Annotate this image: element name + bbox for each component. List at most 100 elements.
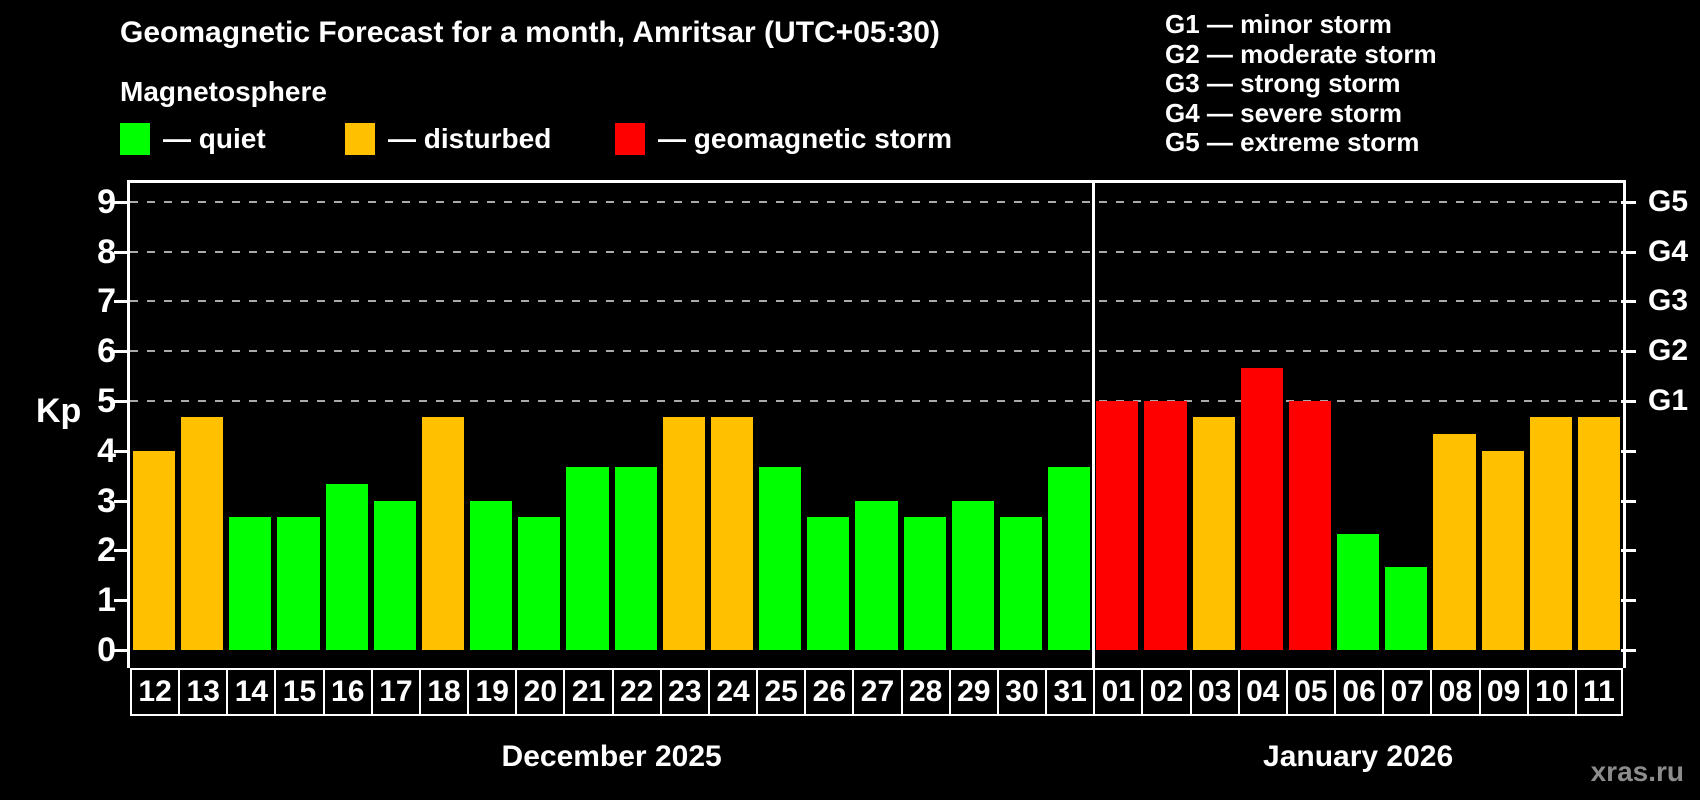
kp-bar-day-15: [277, 517, 320, 650]
day-label-cell: 16: [322, 668, 373, 716]
day-label-cell: 19: [467, 668, 518, 716]
y-axis-tick-right-2: [1621, 549, 1636, 553]
y-axis-tick-left-5: [114, 400, 129, 403]
right-axis-g-label-G3: G3: [1648, 284, 1689, 318]
day-label-cell: 26: [804, 668, 855, 716]
month-label-december: December 2025: [501, 740, 722, 773]
day-label-cell: 10: [1526, 668, 1577, 716]
right-axis-g-label-G2: G2: [1648, 334, 1689, 368]
plot-frame: [127, 180, 1626, 668]
day-label-cell: 28: [900, 668, 951, 716]
legend-item-disturbed: — disturbed: [345, 122, 551, 156]
g-legend-item-g1: G1 — minor storm: [1165, 9, 1392, 39]
kp-bar-day-24: [710, 417, 754, 650]
kp-bar-day-16: [325, 484, 368, 650]
day-label-cell: 25: [756, 668, 807, 716]
day-label-cell: 22: [611, 668, 662, 716]
day-label-cell: 13: [178, 668, 229, 716]
kp-bar-day-13: [181, 417, 224, 650]
y-axis-tick-left-9: [114, 200, 129, 204]
kp-bar-day-17: [373, 500, 416, 650]
day-label-cell: 02: [1141, 668, 1192, 716]
y-axis-tick-right-5: [1621, 400, 1636, 403]
y-axis-title: Kp: [36, 392, 82, 430]
y-axis-tick-label-0: 0: [97, 631, 116, 669]
kp-bar-day-28: [903, 517, 946, 650]
day-label-cell: 20: [515, 668, 566, 716]
y-axis-tick-label-4: 4: [97, 431, 116, 470]
kp-bar-day-22: [614, 467, 657, 650]
magnetosphere-label: Magnetosphere: [120, 76, 327, 107]
legend-item-quiet: — quiet: [120, 122, 266, 156]
kp-bar-day-30: [999, 517, 1043, 650]
day-label-cell: 11: [1574, 668, 1623, 716]
kp-bar-day-21: [566, 467, 609, 650]
month-label-january: January 2026: [1263, 740, 1454, 773]
kp-bar-day-23: [662, 417, 705, 650]
y-axis-tick-label-7: 7: [97, 282, 116, 321]
legend-disturbed-label: — disturbed: [388, 123, 552, 154]
legend-quiet-label: — quiet: [163, 123, 266, 154]
day-label-cell: 04: [1237, 668, 1288, 716]
day-label-cell: 17: [370, 668, 421, 716]
day-label-cell: 27: [852, 668, 903, 716]
gridline-kp-5: [130, 400, 1623, 402]
y-axis-tick-left-2: [114, 549, 129, 553]
y-axis-tick-left-6: [114, 350, 129, 354]
right-axis-g-label-G1: G1: [1648, 384, 1689, 417]
day-label-cell: 30: [996, 668, 1048, 716]
day-label-cell: 09: [1478, 668, 1529, 716]
kp-bar-day-29: [951, 500, 994, 650]
day-label-cell: 07: [1382, 668, 1433, 716]
quiet-color-swatch-icon: [120, 123, 150, 155]
kp-bar-day-05: [1288, 401, 1332, 650]
kp-bar-day-18: [421, 417, 465, 650]
y-axis-tick-left-3: [114, 499, 129, 503]
y-axis-tick-label-5: 5: [97, 382, 116, 420]
kp-bar-day-10: [1529, 417, 1572, 650]
y-axis-tick-right-0: [1621, 649, 1636, 652]
day-label-cell: 15: [274, 668, 325, 716]
y-axis-tick-right-1: [1621, 599, 1636, 603]
month-divider-line: [1091, 183, 1095, 668]
day-label-cell: 08: [1430, 668, 1481, 716]
kp-bar-day-12: [133, 450, 176, 650]
kp-bar-day-31: [1048, 467, 1091, 650]
kp-bar-day-09: [1481, 450, 1524, 650]
plot-area: [130, 183, 1623, 668]
day-label-cell: 05: [1285, 668, 1337, 716]
kp-bar-day-08: [1433, 434, 1476, 650]
y-axis-tick-left-1: [114, 599, 129, 603]
storm-color-swatch-icon: [615, 123, 645, 155]
y-axis-tick-right-7: [1621, 300, 1636, 304]
legend-item-storm: — geomagnetic storm: [615, 122, 952, 156]
y-axis-tick-right-4: [1621, 449, 1636, 453]
chart-title: Geomagnetic Forecast for a month, Amrits…: [120, 16, 940, 49]
g-legend-item-g4: G4 — severe storm: [1165, 97, 1403, 128]
g-legend-item-g2: G2 — moderate storm: [1165, 38, 1437, 69]
kp-bar-day-19: [470, 500, 513, 650]
gridline-kp-9: [130, 200, 1623, 203]
gridline-kp-6: [130, 350, 1623, 353]
kp-bar-day-27: [855, 500, 898, 650]
y-axis-tick-label-1: 1: [97, 581, 116, 620]
y-axis-tick-right-8: [1621, 250, 1636, 254]
day-label-cell: 12: [130, 668, 181, 716]
watermark: xras.ru: [1590, 756, 1684, 787]
y-axis-tick-label-2: 2: [97, 531, 116, 570]
y-axis-tick-left-0: [114, 649, 129, 652]
day-label-cell: 03: [1189, 668, 1240, 716]
y-axis-tick-left-7: [114, 300, 129, 304]
kp-bar-day-25: [759, 467, 802, 650]
day-label-cell: 14: [226, 668, 277, 716]
kp-bar-day-01: [1096, 401, 1139, 650]
g-legend-item-g5: G5 — extreme storm: [1165, 127, 1420, 158]
kp-bar-day-02: [1144, 401, 1187, 650]
g-scale-legend: G1 — minor storm G2 — moderate storm G3 …: [1165, 9, 1437, 158]
y-axis-tick-label-9: 9: [97, 182, 116, 221]
kp-bar-day-04: [1240, 367, 1283, 650]
day-label-cell: 29: [948, 668, 999, 716]
legend-storm-label: — geomagnetic storm: [658, 123, 953, 154]
y-axis-tick-left-4: [114, 449, 129, 453]
